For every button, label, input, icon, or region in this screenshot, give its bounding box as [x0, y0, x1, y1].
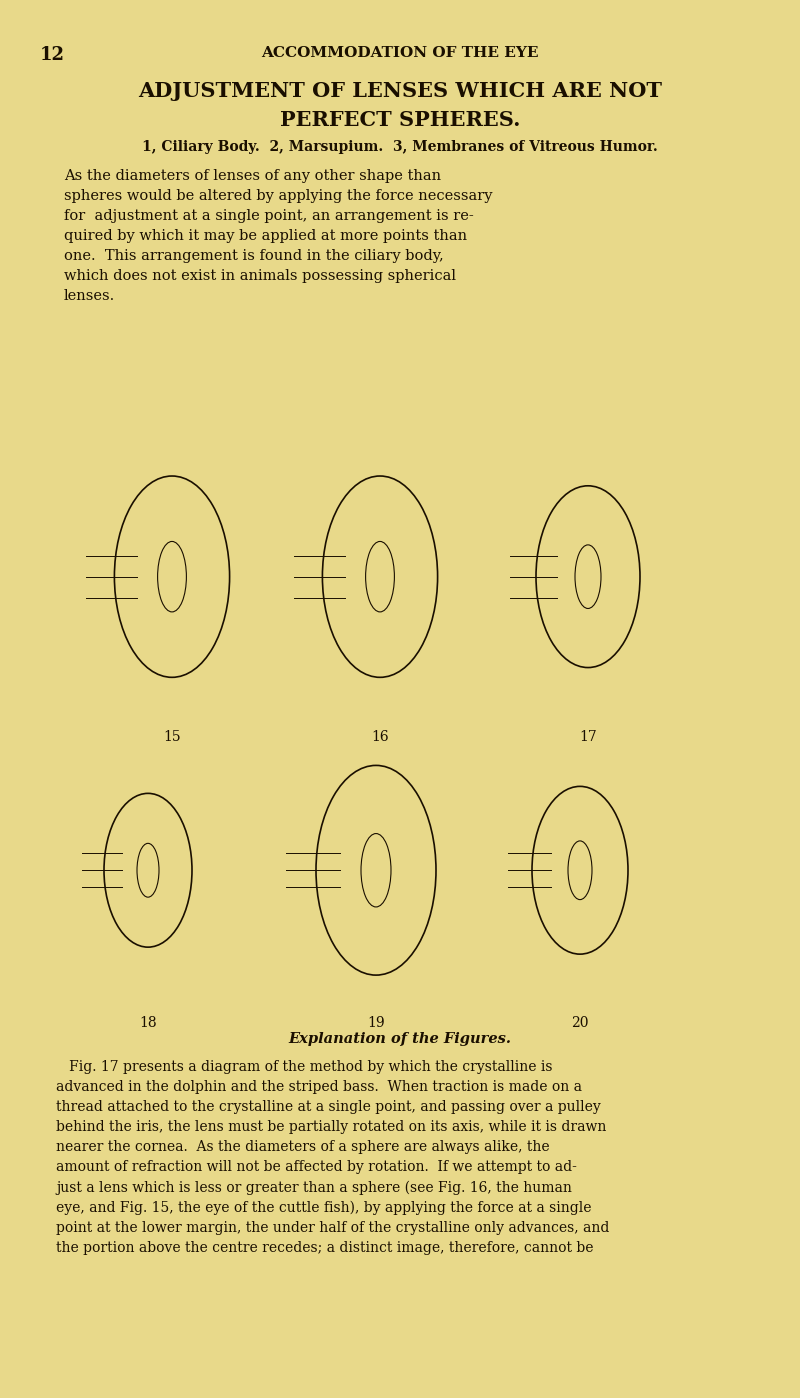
Text: PERFECT SPHERES.: PERFECT SPHERES.: [280, 110, 520, 130]
Text: Explanation of the Figures.: Explanation of the Figures.: [289, 1032, 511, 1046]
Text: 16: 16: [371, 730, 389, 744]
Text: ADJUSTMENT OF LENSES WHICH ARE NOT: ADJUSTMENT OF LENSES WHICH ARE NOT: [138, 81, 662, 101]
Text: 19: 19: [367, 1016, 385, 1030]
Text: 20: 20: [571, 1016, 589, 1030]
Text: 12: 12: [40, 46, 65, 64]
Text: As the diameters of lenses of any other shape than
spheres would be altered by a: As the diameters of lenses of any other …: [64, 169, 493, 303]
Text: Fig. 17 presents a diagram of the method by which the crystalline is
advanced in: Fig. 17 presents a diagram of the method…: [56, 1060, 610, 1255]
Text: 17: 17: [579, 730, 597, 744]
Text: ACCOMMODATION OF THE EYE: ACCOMMODATION OF THE EYE: [262, 46, 538, 60]
Text: 15: 15: [163, 730, 181, 744]
Text: 1, Ciliary Body.  2, Marsupium.  3, Membranes of Vitreous Humor.: 1, Ciliary Body. 2, Marsupium. 3, Membra…: [142, 140, 658, 154]
Text: 18: 18: [139, 1016, 157, 1030]
